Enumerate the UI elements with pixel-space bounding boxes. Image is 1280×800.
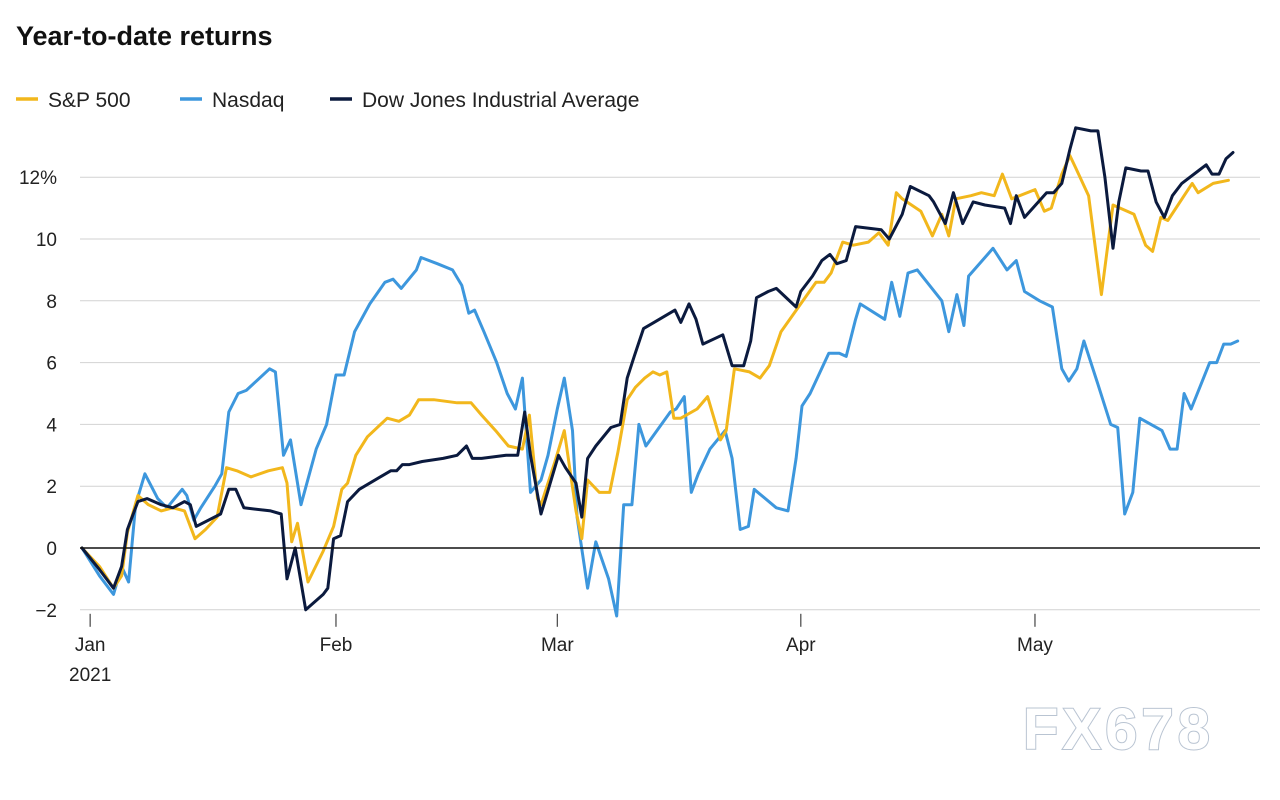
x-tick-label: Apr [786, 635, 816, 656]
x-tick-sublabel: 2021 [69, 665, 111, 686]
y-axis: −2 0 2 4 6 8 10 12% [19, 168, 57, 622]
y-tick-label: 10 [36, 230, 57, 251]
x-tick-label: Jan [75, 635, 106, 656]
y-tick-label: 8 [46, 292, 57, 313]
y-tick-label: 0 [46, 539, 57, 560]
y-tick-label: 2 [46, 477, 57, 498]
series-line-nasdaq [80, 246, 1240, 618]
x-axis: Jan 2021 Feb Mar Apr May [69, 613, 1053, 686]
series-line-dow-jones-industrial-average [80, 126, 1235, 612]
y-tick-label: −2 [35, 601, 57, 622]
watermark: FX678 [1023, 697, 1214, 762]
y-tick-label: 12% [19, 168, 57, 189]
legend-label: S&P 500 [48, 89, 131, 112]
legend-label: Nasdaq [212, 89, 284, 112]
y-tick-label: 4 [46, 415, 57, 436]
legend-label: Dow Jones Industrial Average [362, 89, 639, 112]
plot-area [80, 126, 1260, 618]
y-tick-label: 6 [46, 354, 57, 375]
legend: S&P 500 Nasdaq Dow Jones Industrial Averag… [16, 89, 639, 112]
x-tick-label: May [1017, 635, 1053, 656]
x-tick-label: Feb [320, 635, 353, 656]
series-line-s-p-500 [80, 154, 1230, 590]
chart-title: Year-to-date returns [16, 21, 273, 51]
x-tick-label: Mar [541, 635, 574, 656]
